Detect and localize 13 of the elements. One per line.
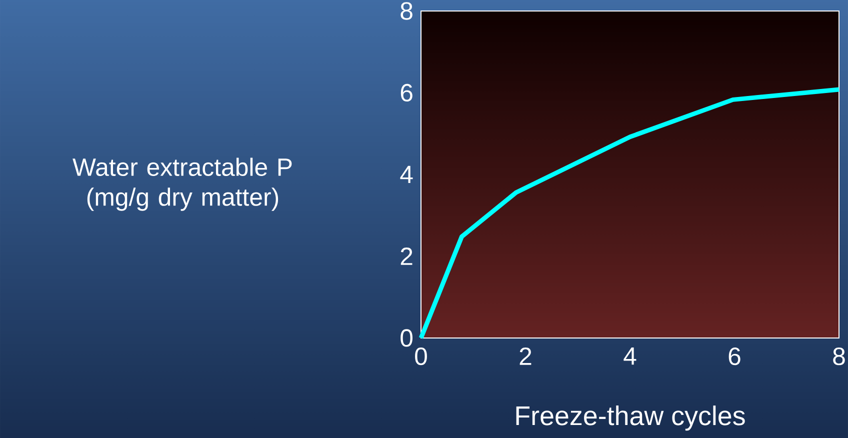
y-tick-label: 4 xyxy=(400,166,413,184)
y-tick-label: 8 xyxy=(400,2,412,20)
x-tick-label: 8 xyxy=(833,348,845,366)
x-tick-label: 2 xyxy=(520,348,532,365)
x-axis-title: Freeze-thaw cycles xyxy=(516,406,745,431)
y-tick-label: 0 xyxy=(400,329,413,347)
x-tick-label: 4 xyxy=(624,348,636,365)
x-tick-label: 0 xyxy=(415,348,427,366)
y-axis-title: Water extractable P (mg/g dry matter) xyxy=(72,158,292,211)
x-tick-label: 6 xyxy=(728,348,740,366)
y-tick-label: 2 xyxy=(400,248,412,265)
line-series xyxy=(418,87,842,340)
y-tick-label: 6 xyxy=(400,84,412,102)
